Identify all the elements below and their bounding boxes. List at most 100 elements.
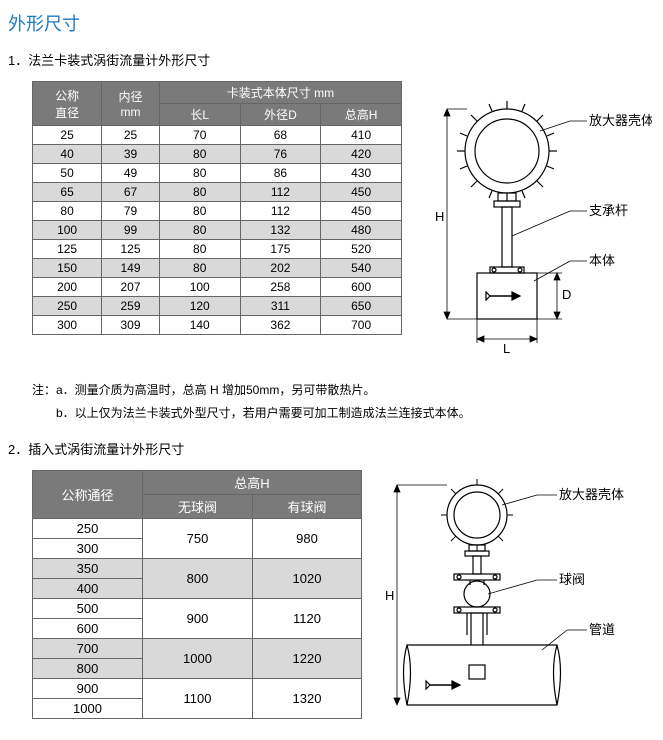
table-cell: 500 xyxy=(33,598,143,618)
label2-pipe: 管道 xyxy=(589,622,615,637)
t2-col1: 无球阀 xyxy=(143,494,253,518)
table-cell: 79 xyxy=(102,202,160,221)
table-cell: 430 xyxy=(321,164,402,183)
table-cell: 400 xyxy=(33,578,143,598)
table2-wrap: 公称通径 总高H 无球阀 有球阀 25075098030035080010204… xyxy=(32,470,362,719)
table-cell: 1020 xyxy=(253,558,362,598)
table-cell: 100 xyxy=(159,278,240,297)
label2-amp: 放大器壳体 xyxy=(559,487,624,502)
teeth xyxy=(457,101,557,201)
table-cell: 800 xyxy=(33,658,143,678)
table-cell: 250 xyxy=(33,297,102,316)
table-cell: 250 xyxy=(33,518,143,538)
rod xyxy=(502,207,512,267)
table-cell: 600 xyxy=(33,618,143,638)
table-cell: 300 xyxy=(33,316,102,335)
table-cell: 150 xyxy=(33,259,102,278)
table-cell: 39 xyxy=(102,145,160,164)
table-cell: 68 xyxy=(240,126,321,145)
table-cell: 100 xyxy=(33,221,102,240)
diagram1: H D L 放大器壳体 支承杆 本体 xyxy=(422,81,652,371)
table-cell: 80 xyxy=(159,259,240,278)
dim-L: L xyxy=(503,341,510,356)
table-cell: 80 xyxy=(159,240,240,259)
table-cell: 112 xyxy=(240,202,321,221)
amp-inner xyxy=(475,119,539,183)
t1-col0: 公称 直径 xyxy=(33,82,102,126)
table-cell: 49 xyxy=(102,164,160,183)
table-row: 15014980202540 xyxy=(33,259,402,278)
main-title: 外形尺寸 xyxy=(8,10,655,36)
table-cell: 99 xyxy=(102,221,160,240)
table-cell: 1320 xyxy=(253,678,362,718)
table-cell: 900 xyxy=(33,678,143,698)
table-cell: 750 xyxy=(143,518,253,558)
table-cell: 450 xyxy=(321,202,402,221)
table-row: 12512580175520 xyxy=(33,240,402,259)
table-row: 25257068410 xyxy=(33,126,402,145)
t2-col0: 公称通径 xyxy=(33,470,143,518)
table-cell: 800 xyxy=(143,558,253,598)
table-cell: 1120 xyxy=(253,598,362,638)
table-cell: 480 xyxy=(321,221,402,240)
t1-col2: 长L xyxy=(159,104,240,126)
table-cell: 1000 xyxy=(33,698,143,718)
table-cell: 50 xyxy=(33,164,102,183)
table-cell: 980 xyxy=(253,518,362,558)
table-cell: 65 xyxy=(33,183,102,202)
label-body: 本体 xyxy=(589,253,615,268)
table-cell: 149 xyxy=(102,259,160,278)
table-cell: 112 xyxy=(240,183,321,202)
table-cell: 25 xyxy=(33,126,102,145)
table-cell: 540 xyxy=(321,259,402,278)
table-cell: 362 xyxy=(240,316,321,335)
t1-col4: 总高H xyxy=(321,104,402,126)
table-cell: 140 xyxy=(159,316,240,335)
table-cell: 520 xyxy=(321,240,402,259)
dim-D: D xyxy=(562,287,571,302)
label-amp: 放大器壳体 xyxy=(589,113,652,128)
table-cell: 600 xyxy=(321,278,402,297)
table-cell: 125 xyxy=(33,240,102,259)
t1-col1: 内径 mm xyxy=(102,82,160,126)
notes: 注：a．测量介质为高温时，总高 H 增加50mm，另可带散热片。 b．以上仅为法… xyxy=(32,379,655,425)
table-cell: 76 xyxy=(240,145,321,164)
table-cell: 309 xyxy=(102,316,160,335)
amp2-inner xyxy=(454,492,500,538)
table-row: 1009980132480 xyxy=(33,221,402,240)
table-cell: 25 xyxy=(102,126,160,145)
table-row: 250750980 xyxy=(33,518,362,538)
t1-group: 卡装式本体尺寸 mm xyxy=(159,82,401,104)
table-row: 40398076420 xyxy=(33,145,402,164)
table-row: 807980112450 xyxy=(33,202,402,221)
table-cell: 650 xyxy=(321,297,402,316)
table-row: 200207100258600 xyxy=(33,278,402,297)
dim-H: H xyxy=(435,209,444,224)
table-cell: 175 xyxy=(240,240,321,259)
table-cell: 410 xyxy=(321,126,402,145)
table-cell: 420 xyxy=(321,145,402,164)
table-row: 90011001320 xyxy=(33,678,362,698)
t1-col3: 外径D xyxy=(240,104,321,126)
table-row: 250259120311650 xyxy=(33,297,402,316)
table-cell: 202 xyxy=(240,259,321,278)
table1: 公称 直径 内径 mm 卡装式本体尺寸 mm 长L 外径D 总高H 252570… xyxy=(32,81,402,335)
table-row: 5009001120 xyxy=(33,598,362,618)
table-cell: 132 xyxy=(240,221,321,240)
table-cell: 700 xyxy=(33,638,143,658)
table1-wrap: 公称 直径 内径 mm 卡装式本体尺寸 mm 长L 外径D 总高H 252570… xyxy=(32,81,402,335)
table-row: 3508001020 xyxy=(33,558,362,578)
neck2 xyxy=(494,201,520,207)
section2-heading: 2．插入式涡街流量计外形尺寸 xyxy=(8,439,655,458)
table-row: 656780112450 xyxy=(33,183,402,202)
note-a: 注：a．测量介质为高温时，总高 H 增加50mm，另可带散热片。 xyxy=(32,379,655,402)
ball-valve xyxy=(464,581,490,607)
table-cell: 450 xyxy=(321,183,402,202)
table-cell: 67 xyxy=(102,183,160,202)
table-row: 70010001220 xyxy=(33,638,362,658)
diagram2: H 放大器壳体 球阀 管道 xyxy=(382,470,637,730)
table-cell: 40 xyxy=(33,145,102,164)
table-cell: 1000 xyxy=(143,638,253,678)
table-cell: 80 xyxy=(159,145,240,164)
table-cell: 80 xyxy=(159,202,240,221)
